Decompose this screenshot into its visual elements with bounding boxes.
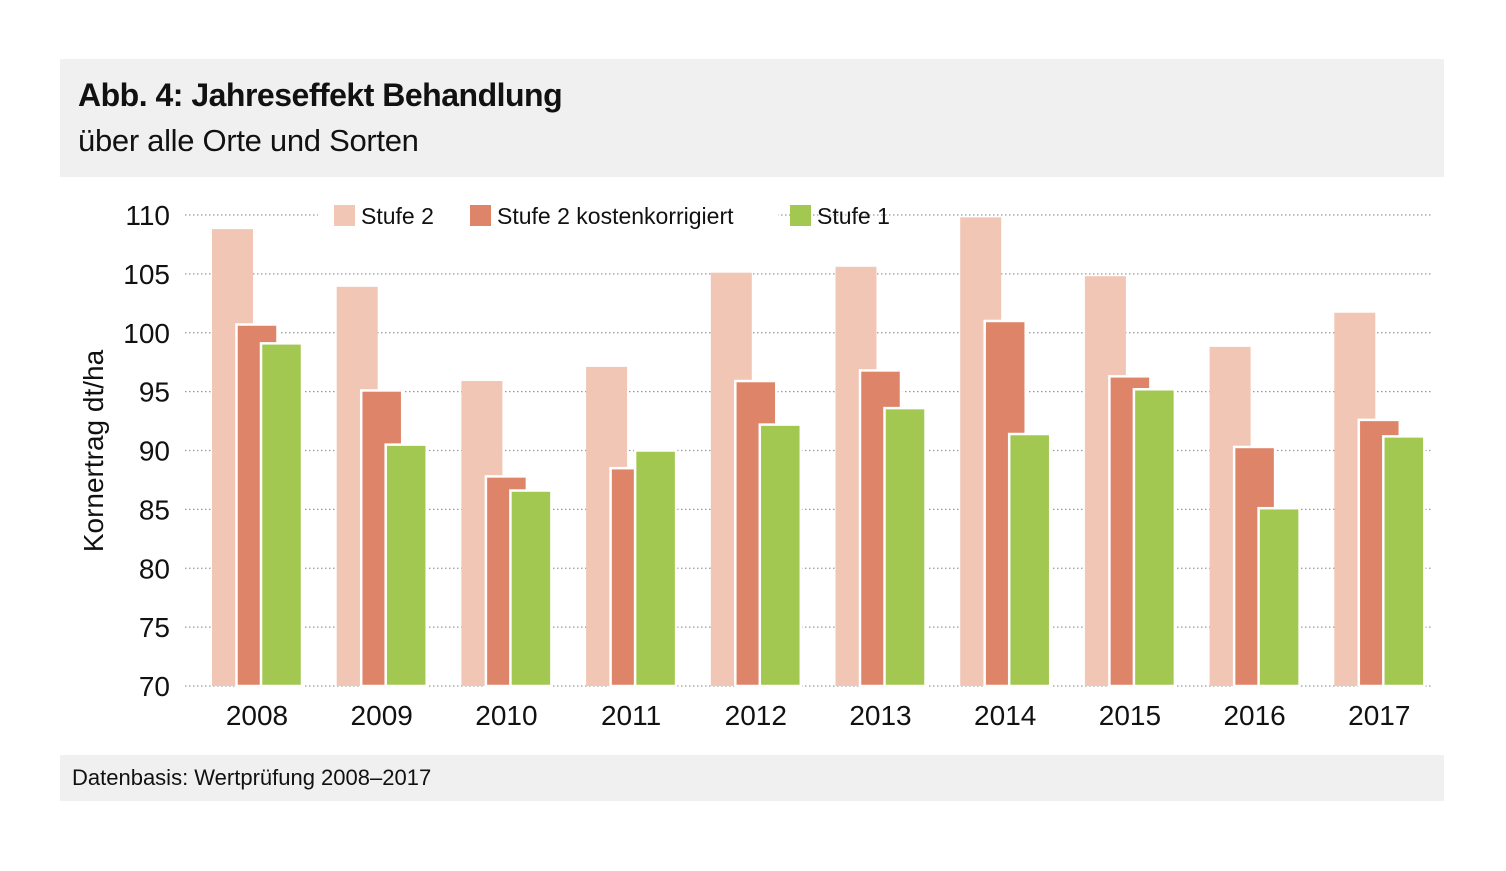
- data-source-note: Datenbasis: Wertprüfung 2008–2017: [72, 765, 432, 790]
- chart-header: Abb. 4: Jahreseffekt Behandlung über all…: [60, 59, 1444, 177]
- x-tick-label: 2010: [475, 700, 537, 731]
- bar-stufe-1-2009: [384, 443, 428, 688]
- x-tick-label: 2009: [351, 700, 413, 731]
- bar-stufe-1-2010: [509, 489, 553, 688]
- bar-stufe-1-2016: [1257, 506, 1301, 688]
- x-tick-label: 2017: [1348, 700, 1410, 731]
- legend-swatch: [790, 205, 811, 226]
- legend: Stufe 2 Stufe 2 kostenkorrigiert Stufe 1: [318, 200, 890, 232]
- bar-stufe-1-2013: [883, 406, 927, 688]
- y-tick-label: 70: [139, 671, 170, 702]
- bar-stufe-1-2012: [758, 423, 803, 688]
- y-tick-label: 100: [123, 318, 170, 349]
- legend-label: Stufe 1: [817, 203, 890, 229]
- y-tick-label: 105: [123, 259, 170, 290]
- x-tick-label: 2015: [1099, 700, 1161, 731]
- x-tick-label: 2012: [725, 700, 787, 731]
- y-tick-label: 85: [139, 494, 170, 525]
- legend-label: Stufe 2 kostenkorrigiert: [497, 203, 734, 229]
- chart-title: Abb. 4: Jahreseffekt Behandlung: [78, 77, 563, 113]
- chart-subtitle: über alle Orte und Sorten: [78, 123, 419, 158]
- y-axis-ticks: 70 75 80 85 90 95 100 105 110: [123, 200, 170, 702]
- x-tick-label: 2008: [226, 700, 288, 731]
- legend-label: Stufe 2: [361, 203, 434, 229]
- chart-footer: Datenbasis: Wertprüfung 2008–2017: [60, 755, 1444, 801]
- bar-stufe-1-2011: [633, 449, 678, 688]
- x-axis-ticks: 2008 2009 2010 2011 2012 2013 2014 2015 2016 2017: [226, 700, 1411, 731]
- y-tick-label: 80: [139, 553, 170, 584]
- x-tick-label: 2013: [849, 700, 911, 731]
- y-tick-label: 95: [139, 377, 170, 408]
- legend-swatch: [334, 205, 355, 226]
- y-axis-label: Kornertrag dt/ha: [78, 349, 109, 552]
- x-tick-label: 2016: [1223, 700, 1285, 731]
- bar-stufe-1-2008: [259, 342, 304, 688]
- legend-swatch: [470, 205, 491, 226]
- x-tick-label: 2011: [601, 700, 661, 731]
- bar-stufe-1-2015: [1132, 388, 1177, 688]
- bar-stufe-1-2017: [1382, 435, 1426, 688]
- y-tick-label: 90: [139, 436, 170, 467]
- y-tick-label: 110: [125, 200, 170, 231]
- y-tick-label: 75: [139, 612, 170, 643]
- bar-stufe-1-2014: [1007, 432, 1052, 688]
- legend-background: [318, 200, 778, 232]
- bars: [212, 217, 1426, 688]
- x-tick-label: 2014: [974, 700, 1036, 731]
